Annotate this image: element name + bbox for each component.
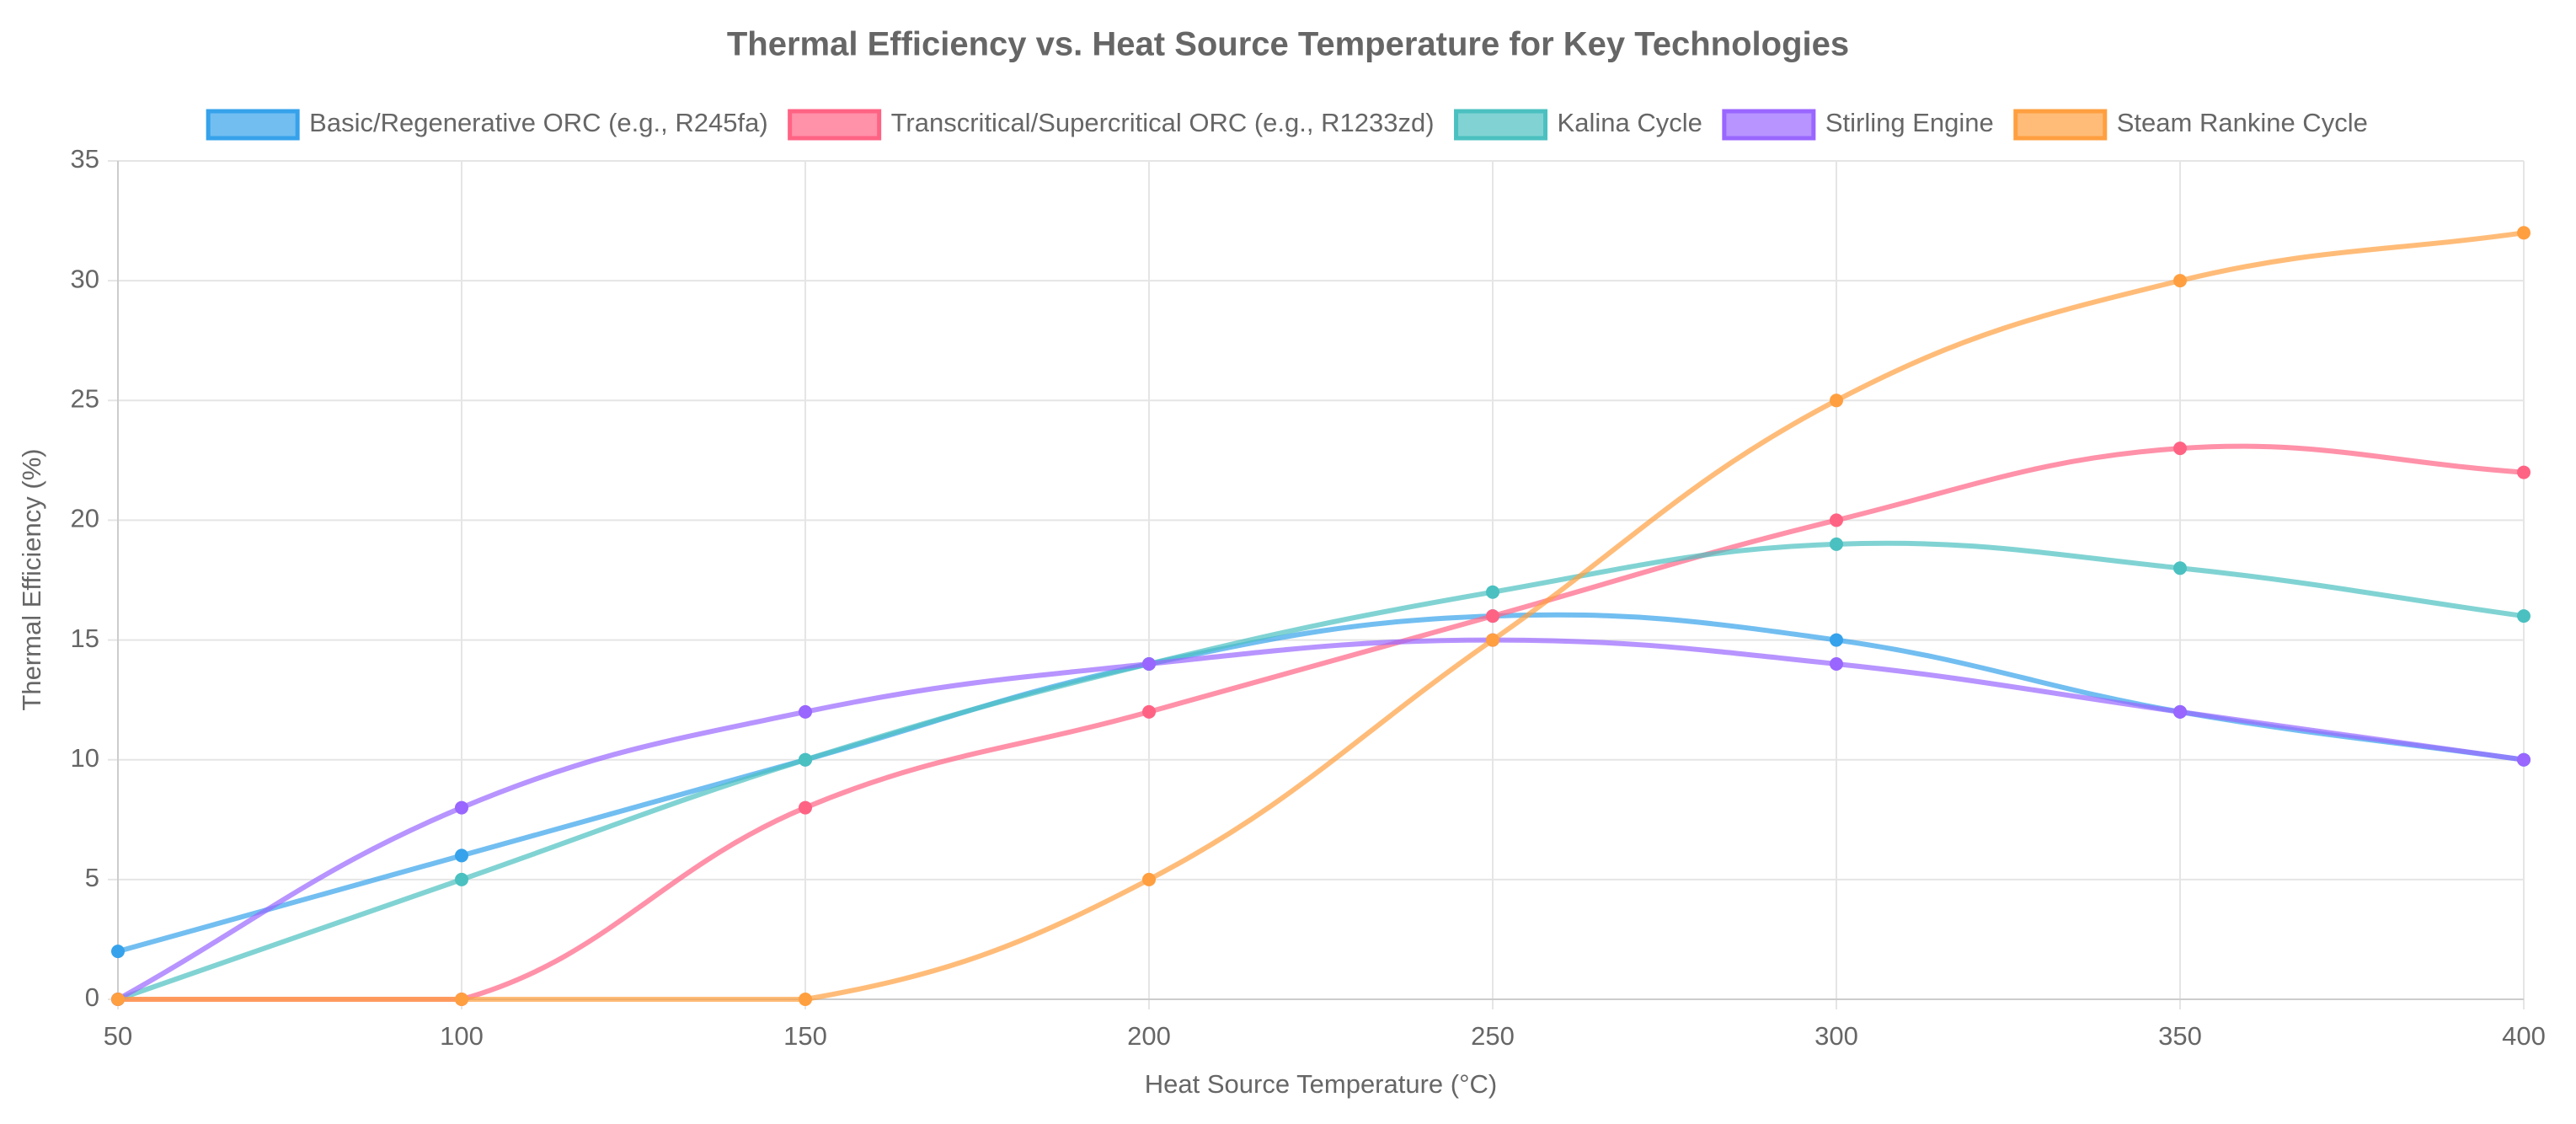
point [1142,704,1156,719]
y-tick-label: 0 [85,982,99,1012]
x-tick-label: 150 [783,1021,827,1051]
point [2173,704,2187,719]
point [1830,393,1843,408]
y-tick-label: 35 [71,144,99,174]
line [118,230,2525,1003]
point [1486,609,1499,624]
legend-swatch [788,109,882,141]
point [111,945,125,959]
legend-swatch [2013,109,2108,141]
legend-item: Basic/Regenerative ORC (e.g., R245fa) [206,108,768,141]
legend-item: Steam Rankine Cycle [2013,108,2368,141]
point [111,993,125,1006]
x-tick-label: 400 [2502,1021,2546,1051]
line [117,540,2525,1002]
legend-item: Stirling Engine [1722,108,1994,141]
point [1830,633,1843,647]
legend: Basic/Regenerative ORC (e.g., R245fa) Tra… [206,108,2368,141]
x-tick-label: 200 [1127,1021,1171,1051]
point [1486,633,1499,647]
point [799,752,812,767]
point [2517,465,2531,479]
legend-swatch [1722,109,1816,141]
legend-item: Kalina Cycle [1454,108,1702,141]
point [799,800,812,815]
point [2517,609,2531,624]
x-tick-label: 100 [440,1021,484,1051]
point [799,704,812,719]
y-tick-label: 25 [71,383,99,413]
point [2173,274,2187,288]
y-tick-label: 20 [71,504,99,533]
legend-label: Transcritical/Supercritical ORC (e.g., R… [891,108,1435,137]
legend-swatch [1454,109,1548,141]
legend-swatch [206,109,300,141]
line [118,443,2525,1003]
y-tick-label: 10 [71,743,99,773]
x-tick-label: 300 [1814,1021,1858,1051]
point [1142,657,1156,671]
x-tick-label: 350 [2158,1021,2202,1051]
y-tick-label: 5 [85,863,99,892]
legend-label: Kalina Cycle [1558,108,1702,137]
x-tick-label: 250 [1471,1021,1515,1051]
x-axis-label: Heat Source Temperature (°C) [1145,1069,1497,1099]
point [1830,657,1843,671]
point [1486,585,1499,599]
y-tick-label: 30 [71,264,99,293]
point [455,872,468,886]
legend-label: Stirling Engine [1825,108,1994,137]
x-tick-label: 50 [104,1021,132,1051]
point [455,848,468,863]
point [1830,513,1843,527]
legend-label: Basic/Regenerative ORC (e.g., R245fa) [309,108,767,137]
legend-item: Transcritical/Supercritical ORC (e.g., R… [788,108,1435,141]
point [455,800,468,815]
point [2173,561,2187,575]
point [2517,226,2531,240]
legend-label: Steam Rankine Cycle [2117,108,2368,137]
chart-title: Thermal Efficiency vs. Heat Source Tempe… [727,26,1849,63]
series [111,442,2531,1006]
line [116,637,2525,1002]
point [1830,537,1843,551]
point [455,993,468,1006]
point [2173,442,2187,456]
point [2517,752,2531,767]
series [111,226,2531,1006]
point [799,993,812,1006]
point [1142,872,1156,886]
y-axis-label: Thermal Efficiency (%) [17,448,46,710]
y-tick-label: 15 [71,624,99,653]
series [111,633,2531,1006]
